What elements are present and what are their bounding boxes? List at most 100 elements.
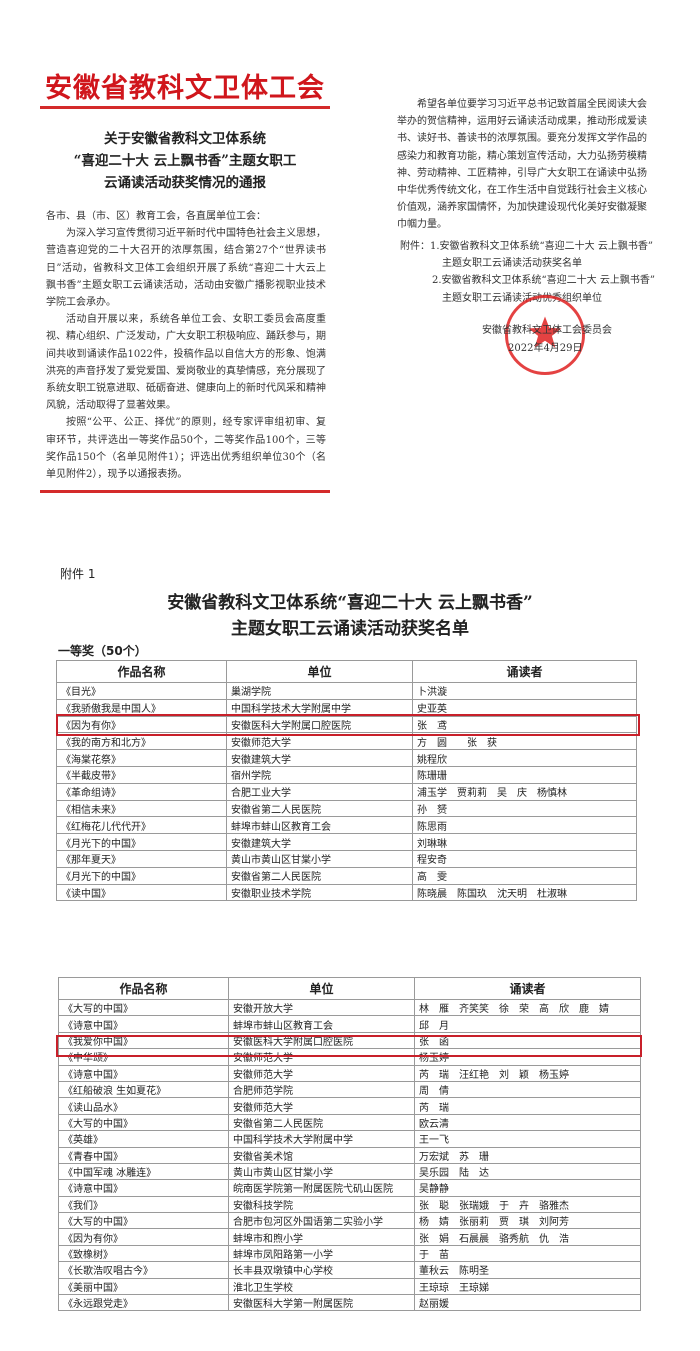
table-cell: 《革命组诗》 — [56, 782, 227, 801]
notice-body-right: 希望各单位要学习习近平总书记致首届全民阅读大会举办的贺信精神，运用好云诵读活动成… — [397, 96, 647, 234]
table-cell: 芮 瑞 — [414, 1097, 641, 1115]
table-row: 《大写的中国》 合肥市包河区外国语第二实验小学杨 婧 张丽莉 贾 琪 刘阿芳 — [58, 1212, 641, 1230]
table-row: 《大写的中国》 安徽开放大学林 雁 齐笑笑 徐 荣 高 欣 鹿 婧 — [58, 998, 641, 1017]
table-cell: 安徽医科大学第一附属医院 — [228, 1294, 415, 1312]
table-cell: 安徽建筑大学 — [226, 833, 413, 851]
table-cell: 《永远跟党走》 — [58, 1294, 229, 1312]
table-cell: 程安奇 — [412, 849, 637, 868]
official-seal — [505, 295, 585, 375]
table-row: 《致橡树》 蚌埠市凤阳路第一小学于 苗 — [58, 1244, 641, 1263]
table-row: 《相信未来》 安徽省第二人民医院孙 赟 — [56, 799, 637, 818]
table-cell: 欧云清 — [414, 1113, 641, 1132]
table-cell: 巢湖学院 — [226, 682, 413, 700]
table-cell: 合肥师范学院 — [228, 1080, 415, 1099]
table-cell: 蚌埠市凤阳路第一小学 — [228, 1244, 415, 1263]
table-row: 《诗意中国》 蚌埠市蚌山区教育工会邱 月 — [58, 1015, 641, 1033]
table-row: 《中国军魂 冰雕连》 黄山市黄山区甘棠小学 吴乐园 陆 达 — [58, 1162, 641, 1181]
table-cell: 芮 瑞 汪红艳 刘 颖 杨玉婷 — [414, 1064, 641, 1082]
table-cell: 安徽省第二人民医院 — [226, 799, 413, 818]
table-cell: 《读山品水》 — [58, 1097, 229, 1115]
table-row: 《红梅花儿代代开》 蚌埠市蚌山区教育工会 陈思雨 — [56, 816, 637, 835]
masthead-divider — [40, 106, 330, 109]
notice-title: 关于安徽省教科文卫体系统 “喜迎二十大 云上飘书香”主题女职工 云诵读活动获奖情… — [40, 128, 330, 194]
table-cell: 《诗意中国》 — [58, 1064, 229, 1082]
table-cell: 吴静静 — [414, 1179, 641, 1197]
table-cell: 万宏斌 苏 珊 — [414, 1146, 641, 1164]
table-cell: 安徽省第二人民医院 — [226, 866, 413, 885]
table-row: 《读山品水》 安徽师范大学芮 瑞 — [58, 1097, 641, 1115]
table-cell: 安徽省第二人民医院 — [228, 1113, 415, 1132]
table-cell: 《诗意中国》 — [58, 1179, 229, 1197]
column-header: 单位 — [226, 660, 413, 683]
table-header: 作品名称 单位 诵读者 — [56, 660, 637, 683]
table-cell: 长丰县双墩镇中心学校 — [228, 1261, 415, 1279]
salutation: 各市、县（市、区）教育工会，各直属单位工会： — [46, 211, 266, 222]
awards-table-1: 作品名称 单位 诵读者 《目光》 巢湖学院 卜洪漩 《我骄傲我是中国人》 中国科学技术大学附属… — [56, 660, 637, 902]
table-cell: 蚌埠市蚌山区教育工会 — [228, 1015, 415, 1033]
star-icon — [528, 316, 562, 348]
table-cell: 高 雯 — [412, 866, 637, 885]
table-cell: 林 雁 齐笑笑 徐 荣 高 欣 鹿 婧 — [414, 998, 641, 1017]
annex-title-line2: 主题女职工云诵读活动获奖名单 — [231, 619, 469, 639]
table-cell: 邱 月 — [414, 1015, 641, 1033]
table-cell: 安徽职业技术学院 — [226, 883, 413, 902]
table-cell: 《目光》 — [56, 682, 227, 700]
date: 2022年4月29日 — [508, 343, 583, 354]
table-row: 《革命组诗》 合肥工业大学 浦玉学 贾莉莉 吴 庆 杨慎林 — [56, 782, 637, 801]
table-cell: 《月光下的中国》 — [56, 866, 227, 885]
table-cell: 孙 赟 — [412, 799, 637, 818]
table-row: 《月光下的中国》 安徽省第二人民医院高 雯 — [56, 866, 637, 885]
table-cell: 《致橡树》 — [58, 1244, 229, 1263]
table-cell: 《诗意中国》 — [58, 1015, 229, 1033]
paragraph: 按照“公平、公正、择优”的原则，经专家评审组初审、复审环节，共评选出一等奖作品5… — [46, 417, 326, 481]
table-cell: 卜洪漩 — [412, 682, 637, 700]
table-cell: 黄山市黄山区甘棠小学 — [228, 1162, 415, 1181]
table-row: 《月光下的中国》 安徽建筑大学 刘琳琳 — [56, 833, 637, 851]
paragraph: 活动自开展以来，系统各单位工会、女职工委员会高度重视、精心组织、广泛发动，广大女… — [46, 314, 326, 412]
table-cell: 姚程欣 — [412, 749, 637, 767]
awards-table-2: 作品名称 单位 诵读者 《大写的中国》 安徽开放大学林 雁 齐笑笑 徐 荣 高 欣 鹿 … — [58, 977, 641, 1312]
table-cell: 吴乐园 陆 达 — [414, 1162, 641, 1181]
table-cell: 《中国军魂 冰雕连》 — [58, 1162, 229, 1181]
table-cell: 《海棠花祭》 — [56, 749, 227, 767]
table-cell: 《青春中国》 — [58, 1146, 229, 1164]
table-cell: 《美丽中国》 — [58, 1277, 229, 1296]
highlight-box — [56, 1035, 642, 1057]
table-cell: 中国科学技术大学附属中学 — [228, 1130, 415, 1148]
table-row: 《美丽中国》 淮北卫生学校 王琼琼 王琼娣 — [58, 1277, 641, 1296]
table-cell: 安徽科技学院 — [228, 1195, 415, 1214]
table-cell: 《红船破浪 生如夏花》 — [58, 1080, 229, 1099]
table-row: 《因为有你》 安徽医科大学附属口腔医院张 鸢 — [56, 715, 637, 734]
table-cell: 安徽师范大学 — [228, 1064, 415, 1082]
table-cell: 周 倩 — [414, 1080, 641, 1099]
table-row: 《青春中国》 安徽省美术馆 万宏斌 苏 珊 — [58, 1146, 641, 1164]
highlight-box — [56, 714, 640, 736]
table-row: 《海棠花祭》 安徽建筑大学 姚程欣 — [56, 749, 637, 767]
attachment-line: 2.安徽省教科文卫体系统“喜迎二十大 云上飘书香” — [432, 275, 655, 287]
table-cell: 黄山市黄山区甘棠小学 — [226, 849, 413, 868]
table-cell: 陈珊珊 — [412, 765, 637, 784]
table-cell: 《大写的中国》 — [58, 1113, 229, 1132]
table-cell: 《大写的中国》 — [58, 1212, 229, 1230]
signature: 安徽省教科文卫体工会委员会 — [482, 325, 612, 336]
table-row: 《读中国》 安徽职业技术学院 陈晓晨 陈国玖 沈天明 杜淑琳 — [56, 883, 637, 902]
attachments-list: 附件：1.安徽省教科文卫体系统“喜迎二十大 云上飘书香” 主题女职工云诵读活动获… — [400, 238, 660, 307]
table-header: 作品名称 单位 诵读者 — [58, 977, 641, 1000]
table-row: 《我骄傲我是中国人》 中国科学技术大学附属中学 史亚英 — [56, 698, 637, 717]
table-cell: 安徽师范大学 — [228, 1097, 415, 1115]
table-cell: 董秋云 陈明圣 — [414, 1261, 641, 1279]
table-cell: 合肥工业大学 — [226, 782, 413, 801]
table-cell: 张 聪 张瑞娥 于 卉 骆雅杰 — [414, 1195, 641, 1214]
column-header: 单位 — [228, 977, 415, 1000]
table-cell: 陈思雨 — [412, 816, 637, 835]
table-row: 《诗意中国》 皖南医学院第一附属医院弋矶山医院 吴静静 — [58, 1179, 641, 1197]
table-row: 《英雄》 中国科学技术大学附属中学 王一飞 — [58, 1130, 641, 1148]
table-cell: 合肥市包河区外国语第二实验小学 — [228, 1212, 415, 1230]
table-cell: 刘琳琳 — [412, 833, 637, 851]
prize-label: 一等奖（50个） — [58, 644, 147, 658]
table-row: 《诗意中国》 安徽师范大学芮 瑞 汪红艳 刘 颖 杨玉婷 — [58, 1064, 641, 1082]
table-cell: 《因为有你》 — [58, 1228, 229, 1246]
table-row: 《因为有你》 蚌埠市和煦小学张 娟 石晨晨 骆秀航 仇 浩 — [58, 1228, 641, 1246]
table-cell: 蚌埠市和煦小学 — [228, 1228, 415, 1246]
paragraph: 为深入学习宣传贯彻习近平新时代中国特色社会主义思想，营造喜迎党的二十大召开的浓厚… — [46, 228, 326, 309]
